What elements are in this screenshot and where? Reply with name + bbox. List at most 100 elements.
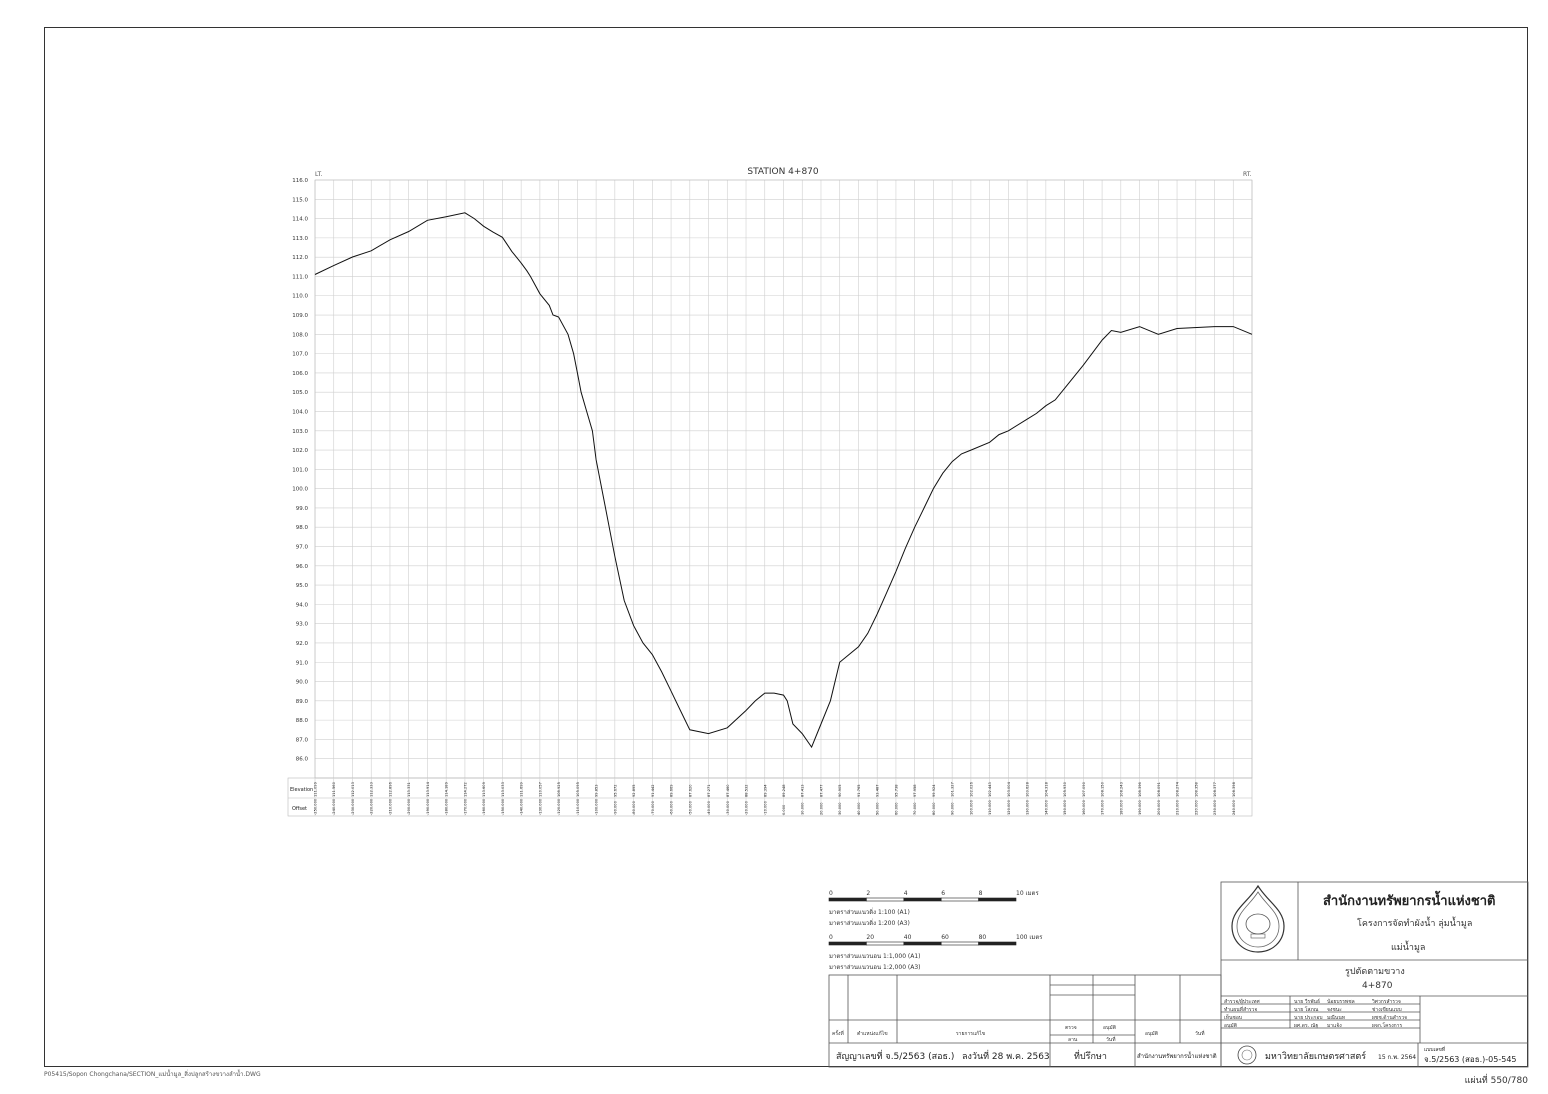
elevation-label: 108.150 [1101,781,1105,797]
offset-label: 0.000 [782,804,786,815]
elevation-label: 113.331 [407,782,411,797]
elevation-label: 108.358 [1194,781,1198,797]
offset-label: -30.000 [726,800,730,815]
vertical-scale-tick-label: 0 [829,890,833,897]
offset-label: -210.000 [388,798,392,815]
offset-label: -100.000 [595,798,599,815]
offset-label: 180.000 [1119,799,1123,815]
elevation-label: 108.377 [1213,782,1217,797]
drawing-number-label: แบบเลขที่ [1424,1047,1446,1053]
owner-name: สำนักงานทรัพยากรน้ำแห่งชาติ [1137,1053,1217,1060]
elevation-label: 108.243 [1119,782,1123,797]
elevation-label: 101.327 [951,782,955,797]
staff-cell: มาแจ้ง [1327,1023,1342,1029]
y-tick-label: 86.0 [296,757,309,763]
staff-cell: ทำแผนที่สำรวจ [1224,1007,1258,1013]
elevation-label: 105.095 [576,782,580,797]
y-tick-label: 91.0 [296,660,309,666]
offset-label: 210.000 [1176,799,1180,815]
y-tick-label: 94.0 [296,602,309,608]
offset-label: -160.000 [482,798,486,815]
offset-label: 10.000 [801,802,805,815]
offset-label: 60.000 [894,802,898,815]
chart-title: STATION 4+870 [747,167,819,177]
vertical-scale-tick-label: 2 [866,890,870,897]
elevation-label: 90.905 [838,784,842,797]
elevation-label: 99.924 [932,784,936,797]
offset-label: -40.000 [707,800,711,815]
elevation-label: 107.090 [1082,781,1086,797]
scale-caption-horizontal-a1: มาตราส่วนแนวนอน 1:1,000 (A1) [829,953,921,960]
offset-label: -70.000 [651,800,655,815]
elevation-label: 102.026 [969,781,973,797]
elevation-label: 108.274 [1176,781,1180,797]
scale-caption-vertical-a3: มาตราส่วนแนวดิ่ง 1:200 (A3) [829,920,910,927]
offset-label: 150.000 [1063,799,1067,815]
rev-header-approve: อนุมัติ [1103,1025,1116,1031]
elevation-label: 97.958 [913,784,917,797]
staff-cell: ผศ.ดร. ณัฐ [1294,1023,1319,1029]
staff-cell: นาย วีรพันธ์ [1294,999,1321,1005]
elevation-label: 104.318 [1044,781,1048,797]
offset-label: -50.000 [688,800,692,815]
horizontal-scale-tick-label: 100 เมตร [1016,934,1043,941]
rev-header-items: รายการแก้ไข [956,1031,986,1037]
offset-label: 90.000 [951,802,955,815]
y-tick-label: 108.0 [292,332,308,338]
staff-cell: มณีนนท [1327,1015,1346,1021]
elevation-label: 103.004 [1007,781,1011,797]
scale-caption-vertical-a1: มาตราส่วนแนวดิ่ง 1:100 (A1) [829,909,910,916]
y-tick-label: 110.0 [292,294,308,300]
elevation-label: 110.057 [538,782,542,797]
staff-cell: เห็นชอบ [1224,1015,1242,1021]
offset-label: -240.000 [332,798,336,815]
y-tick-label: 98.0 [296,525,309,531]
offset-label: 30.000 [838,802,842,815]
elevation-label: 108.398 [1232,781,1236,797]
y-tick-label: 101.0 [292,467,308,473]
elevation-row-label: Elevation [290,787,313,793]
issue-date: 15 ก.พ. 2564 [1378,1054,1417,1061]
offset-label: -200.000 [407,798,411,815]
elevation-label: 95.738 [894,784,898,797]
elevation-label: 87.620 [688,784,692,797]
y-tick-label: 105.0 [292,390,308,396]
offset-label: 20.000 [819,802,823,815]
elevation-label: 87.460 [726,784,730,797]
elevation-label: 87.477 [819,784,823,797]
elevation-label: 103.628 [1026,781,1030,797]
offset-label: -90.000 [613,800,617,815]
offset-label: 40.000 [857,802,861,815]
y-tick-label: 87.0 [296,737,309,743]
rev-subheader-date: วันที่ [1106,1037,1116,1043]
scale-caption-horizontal-a3: มาตราส่วนแนวนอน 1:2,000 (A3) [829,964,921,971]
y-tick-label: 109.0 [292,313,308,319]
left-side-label: LT. [315,171,322,178]
offset-label: 200.000 [1157,799,1161,815]
river-name: แม่น้ำมูล [1391,943,1426,953]
rev-header-no: ครั้งที่ [832,1031,844,1037]
offset-label: 190.000 [1138,799,1142,815]
offset-label: -110.000 [576,798,580,815]
offset-label: 160.000 [1082,799,1086,815]
offset-label: 50.000 [876,802,880,815]
offset-label: -140.000 [520,798,524,815]
elevation-label: 108.396 [1138,781,1142,797]
contract-date: ลงวันที่ 28 พ.ค. 2563 [962,1052,1050,1062]
elevation-label: 108.925 [557,782,561,797]
rev-subheader-draw: ลาน [1068,1037,1078,1043]
contract-number: สัญญาเลขที่ จ.5/2563 (สอธ.) [836,1052,955,1062]
y-tick-label: 112.0 [292,255,308,261]
y-tick-label: 115.0 [292,197,308,203]
staff-cell: จงชนะ [1327,1007,1342,1013]
offset-label: -20.000 [745,800,749,815]
staff-cell: ผจก.โครงการ [1372,1023,1403,1029]
y-tick-label: 111.0 [292,274,308,280]
y-tick-label: 95.0 [296,583,309,589]
offset-label: -80.000 [632,800,636,815]
y-tick-label: 90.0 [296,680,309,686]
staff-cell: นาย ประกอบ [1294,1015,1323,1021]
y-tick-label: 92.0 [296,641,309,647]
